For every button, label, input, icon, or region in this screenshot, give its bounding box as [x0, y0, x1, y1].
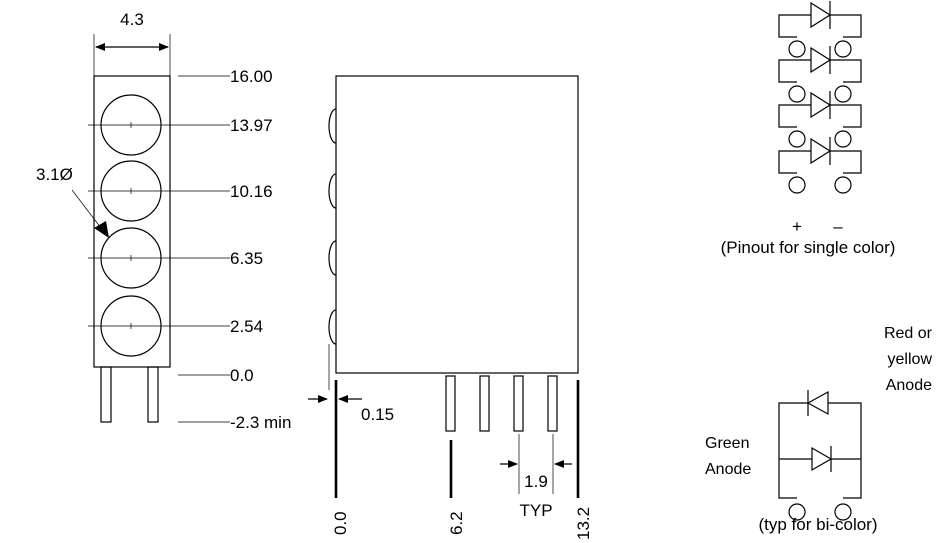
green-anode-label-1: Green — [705, 435, 749, 452]
single-diode-2 — [778, 46, 862, 103]
position-0-0: 0.0 — [331, 511, 350, 535]
height-2-54: 2.54 — [230, 317, 263, 336]
single-terminal-cathode — [834, 40, 852, 58]
single-diode-triangle — [810, 1, 832, 29]
side-dome-4 — [328, 309, 337, 345]
single-terminal-cathode — [834, 85, 852, 103]
front-lead-right — [147, 366, 159, 423]
red-anode-label-1: Red or — [884, 325, 933, 342]
bi-color-pinout — [778, 390, 862, 521]
side-dome-3 — [328, 240, 337, 276]
pitch-note: TYP — [519, 501, 552, 520]
minus-label: – — [833, 217, 843, 236]
diameter-leader — [71, 189, 105, 233]
height-0-0: 0.0 — [230, 366, 254, 385]
position-6-2: 6.2 — [447, 511, 466, 535]
single-terminal-cathode — [834, 130, 852, 148]
front-lead-left — [100, 366, 112, 423]
height-10-16: 10.16 — [230, 182, 273, 201]
single-diode-1 — [778, 1, 862, 58]
offset-dimension: 0.15 — [361, 405, 394, 424]
single-color-pinout — [778, 1, 862, 194]
side-pin-3 — [513, 375, 524, 432]
side-view: 0.15 1.9 TYP 0.0 6.2 13.2 — [308, 75, 593, 540]
height-leaders — [162, 75, 230, 423]
red-anode-label-3: Anode — [886, 377, 932, 394]
pitch-dimension: 1.9 — [524, 472, 548, 491]
front-view: 4.3 3.1Ø — [36, 10, 291, 432]
position-13-2: 13.2 — [574, 507, 593, 540]
diameter-dimension: 3.1Ø — [36, 165, 73, 184]
height-16-00: 16.00 — [230, 67, 273, 86]
center-lines — [88, 122, 162, 329]
height-13-97: 13.97 — [230, 116, 273, 135]
single-terminal-cathode — [834, 176, 852, 194]
side-pin-4 — [547, 375, 558, 432]
side-pin-1 — [445, 375, 456, 432]
green-anode-label-2: Anode — [705, 461, 751, 478]
bi-color-loop — [778, 402, 862, 499]
bi-diode-lower — [811, 446, 833, 472]
front-housing — [93, 75, 171, 368]
red-anode-label-2: yellow — [888, 351, 933, 368]
height-6-35: 6.35 — [230, 249, 263, 268]
side-dome-2 — [328, 173, 337, 209]
single-terminal-anode — [788, 85, 806, 103]
plus-label: + — [792, 217, 802, 236]
side-pin-2 — [479, 375, 490, 432]
single-diode-triangle — [810, 91, 832, 119]
single-terminal-anode — [788, 176, 806, 194]
single-diode-3 — [778, 91, 862, 148]
side-dome-1 — [328, 108, 337, 144]
diameter-arrowhead — [94, 221, 109, 238]
single-diode-triangle — [810, 137, 832, 165]
bi-terminal-right — [834, 503, 852, 521]
single-terminal-anode — [788, 130, 806, 148]
bi-diode-upper — [806, 390, 829, 416]
bi-terminal-left — [788, 503, 806, 521]
lead-length-dimension: -2.3 min — [230, 413, 291, 432]
bi-color-caption: (typ for bi-color) — [758, 515, 877, 534]
single-diode-triangle — [810, 46, 832, 74]
single-color-caption: (Pinout for single color) — [721, 238, 896, 257]
single-diode-4 — [778, 137, 862, 194]
width-dimension: 4.3 — [120, 10, 144, 29]
side-housing — [335, 75, 579, 374]
single-terminal-anode — [788, 40, 806, 58]
